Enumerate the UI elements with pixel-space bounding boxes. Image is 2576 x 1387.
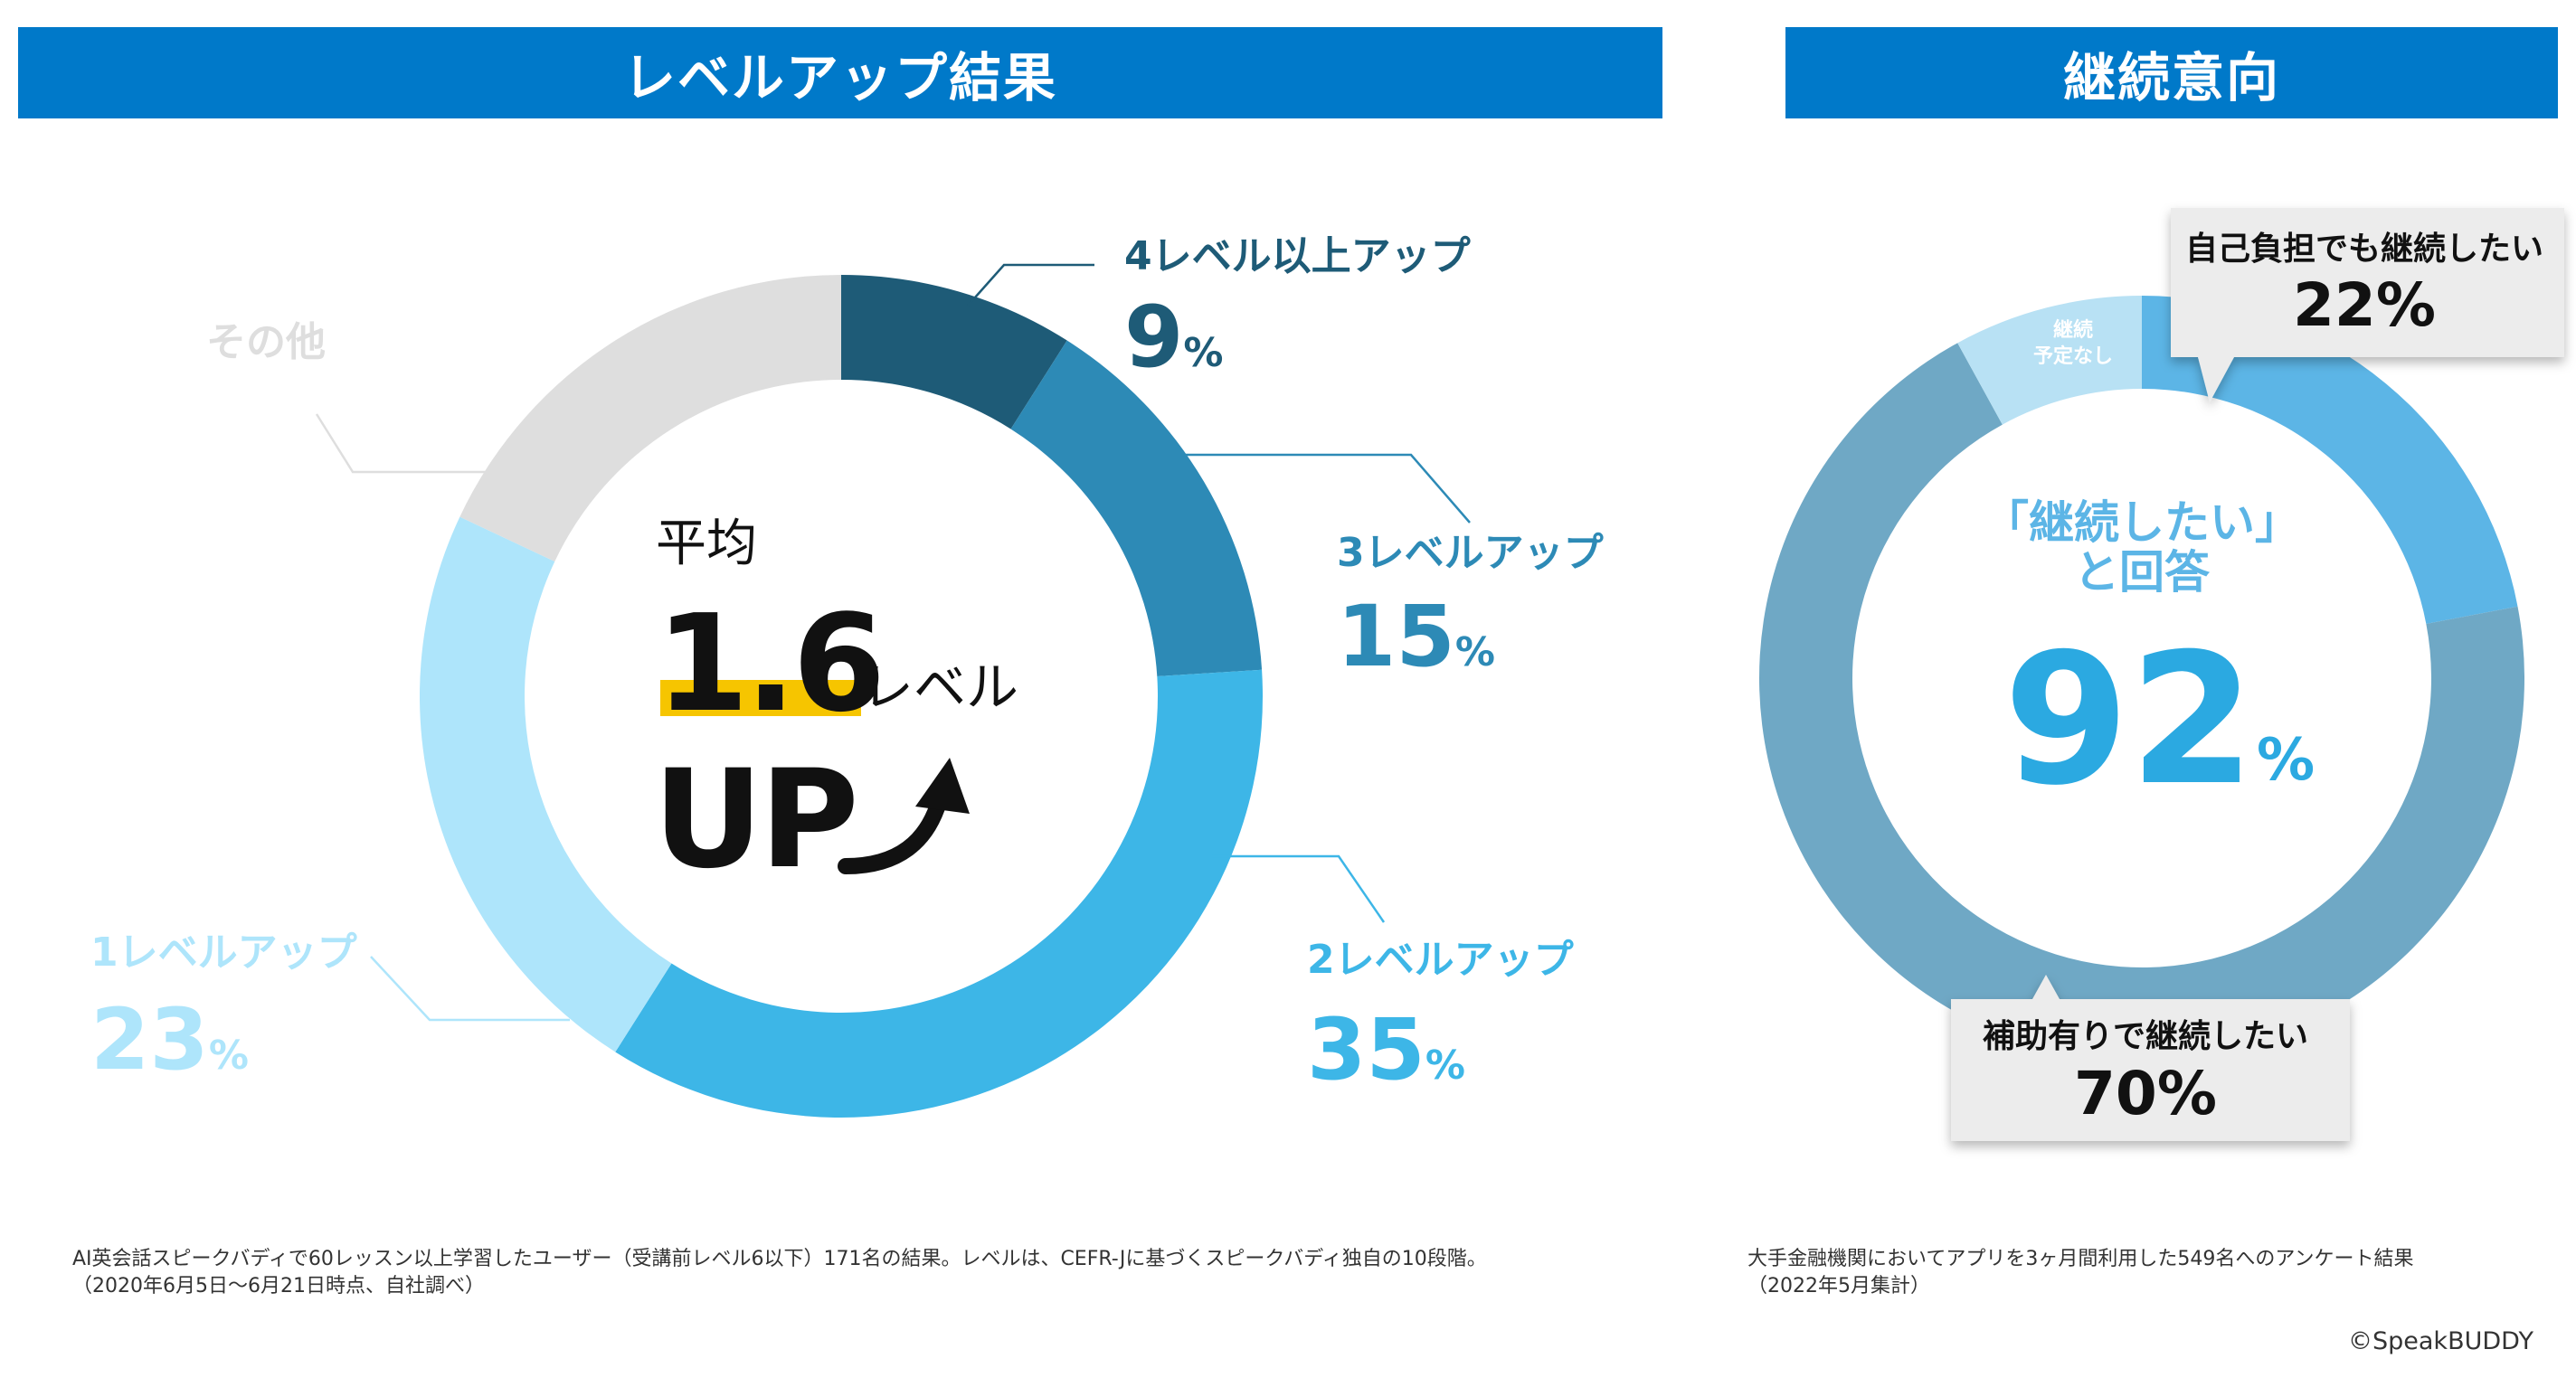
callout-subsidy: 補助有りで継続したい 70% [1951,975,2350,1141]
level-up-donut [419,275,1263,1118]
donut-left-slice-1 [1010,340,1263,677]
callout-subsidy-value: 70% [2074,1059,2217,1128]
label-2level: 2レベルアップ [1307,937,1574,983]
callout-self-pay-label: 自己負担でも継続したい [2185,231,2543,268]
footnote-left: AI英会話スピークバディで60レッスン以上学習したユーザー（受講前レベル6以下）… [72,1246,1655,1299]
center-average-number: 1.6 [656,586,882,741]
label-4level: 4レベル以上アップ [1124,233,1471,279]
value-4level: 9% [1124,288,1224,387]
center-average-label: 平均 [656,514,757,573]
center-92-number: 92 [2003,615,2255,826]
leader-line-1level [370,956,570,1022]
footnote-left-line2: （2020年6月5日〜6月21日時点、自社調べ） [72,1274,485,1297]
callout-subsidy-label: 補助有りで継続したい [1983,1018,2308,1055]
footnote-right-line2: （2022年5月集計） [1747,1274,1930,1297]
center-up-label: UP [653,741,856,899]
value-3level: 15% [1337,588,1495,686]
leader-lines-left [315,263,1471,1022]
center-continue-line1: 「継続したい」 [1984,496,2300,549]
footnote-right: 大手金融機関においてアプリを3ヶ月間利用した549名へのアンケート結果 （202… [1747,1246,2489,1299]
footnote-left-line1: AI英会話スピークバディで60レッスン以上学習したユーザー（受講前レベル6以下）… [72,1248,1487,1270]
donut-left-slice-0 [841,275,1067,429]
label-3level: 3レベルアップ [1337,530,1604,576]
up-arrow-icon [838,758,970,874]
donut-left-slice-4 [459,275,841,561]
center-level-suffix: レベル [861,656,1018,718]
donut-left-slice-3 [419,516,672,1052]
donut-left-slice-2 [615,669,1263,1118]
callout-self-pay-value: 22% [2293,270,2436,340]
value-1level: 23% [90,991,249,1090]
continuation-donut [1759,296,2524,1061]
average-highlight [660,680,861,716]
results-header: レベルアップ結果 [18,27,1662,118]
center-92-percent: % [2257,727,2315,794]
copyright: ©SpeakBUDDY [2348,1327,2533,1355]
callout-self-pay: 自己負担でも継続したい 22% [2171,208,2564,402]
label-none-line1: 継続 [2053,318,2093,342]
continuation-header: 継続意向 [1785,27,2558,118]
leader-line-4level [967,263,1094,307]
label-1level: 1レベルアップ [90,929,357,976]
center-continue-line2: と回答 [2074,546,2211,599]
leader-line-other [315,413,494,474]
donut-right-slice-0 [2142,296,2518,625]
leader-line-2level [1212,854,1386,923]
donut-right-slice-2 [1957,296,2142,425]
footnote-right-line1: 大手金融機関においてアプリを3ヶ月間利用した549名へのアンケート結果 [1747,1248,2414,1270]
leader-line-3level [1180,453,1471,524]
value-2level: 35% [1307,1001,1465,1099]
label-none-line2: 予定なし [2033,344,2113,368]
label-other: その他 [206,319,326,365]
